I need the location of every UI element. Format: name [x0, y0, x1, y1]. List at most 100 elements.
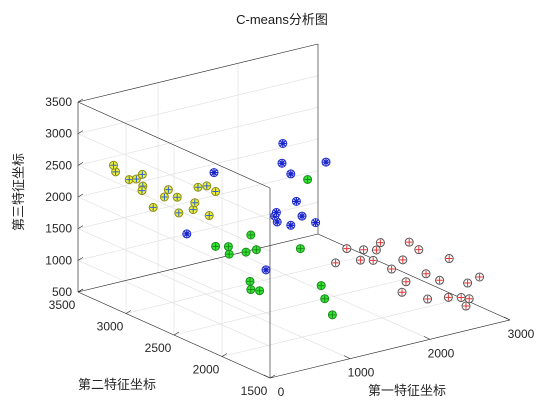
- y-tick-mark: [221, 353, 228, 357]
- red-circle-plus-point: [387, 264, 397, 274]
- green-circle-plus-point: [320, 294, 330, 304]
- green-circle-plus-point: [211, 241, 221, 251]
- x-tick-mark: [343, 355, 351, 359]
- grid-line: [125, 255, 367, 314]
- grid-line: [77, 202, 319, 261]
- blue-circle-asterisk-point: [297, 211, 307, 221]
- grid-layer: [77, 43, 511, 379]
- z-tick-label: 500: [52, 285, 72, 299]
- yellow-circle-plus-point: [193, 182, 203, 192]
- yellow-circle-plus-point: [163, 185, 173, 195]
- red-circle-plus-point: [443, 292, 453, 302]
- box-edge: [77, 101, 271, 189]
- yellow-circle-plus-point: [111, 167, 121, 177]
- yellow-circle-plus-point: [202, 181, 212, 191]
- green-circle-plus-point: [295, 244, 305, 254]
- z-tick-mark: [77, 193, 84, 198]
- y-tick-label: 1500: [241, 384, 268, 398]
- z-tick-mark: [77, 257, 84, 261]
- grid-line: [221, 298, 463, 357]
- blue-circle-asterisk-point: [291, 196, 301, 206]
- red-circle-plus-point: [401, 277, 411, 287]
- z-tick-label: 2000: [45, 190, 72, 204]
- x-tick-label: 0: [278, 385, 285, 399]
- y-tick-label: 2000: [193, 363, 220, 377]
- yellow-circle-plus-point: [109, 160, 119, 170]
- grid-line: [173, 276, 415, 336]
- yellow-circle-plus-point: [137, 169, 147, 179]
- x-tick-label: 1000: [348, 366, 375, 380]
- blue-circle-asterisk-point: [261, 265, 271, 275]
- z-tick-label: 3500: [45, 95, 72, 109]
- z-tick-mark: [77, 225, 84, 229]
- green-circle-plus-point: [316, 281, 326, 291]
- z-tick-label: 1500: [45, 222, 72, 236]
- red-circle-plus-point: [368, 255, 378, 265]
- grid-line: [77, 260, 271, 347]
- y-tick-label: 3500: [49, 298, 76, 312]
- yellow-circle-plus-point: [211, 187, 221, 197]
- grid-line: [77, 107, 319, 166]
- red-circle-plus-point: [464, 294, 474, 304]
- z-tick-mark: [77, 288, 84, 293]
- point-layer: [109, 138, 485, 320]
- green-circle-plus-point: [246, 230, 256, 240]
- grid-line: [77, 228, 271, 315]
- x-axis-label: 第一特征坐标: [368, 384, 446, 399]
- green-circle-plus-point: [251, 245, 261, 255]
- red-circle-plus-point: [404, 237, 414, 247]
- y-tick-mark: [173, 331, 180, 336]
- red-circle-plus-point: [456, 293, 466, 303]
- y-tick-label: 2500: [145, 341, 172, 355]
- green-circle-plus-point: [303, 175, 313, 184]
- y-tick-label: 3000: [97, 320, 124, 334]
- red-circle-plus-point: [398, 255, 408, 265]
- grid-line: [77, 133, 271, 220]
- box-edge: [77, 43, 319, 103]
- red-circle-plus-point: [475, 272, 485, 282]
- y-axis-label: 第二特征坐标: [78, 378, 156, 393]
- z-tick-mark: [77, 162, 84, 166]
- chart-title: C-means分析图: [236, 12, 328, 27]
- grid-line: [77, 165, 271, 252]
- axis-layer: [77, 43, 511, 379]
- green-circle-plus-point: [245, 276, 255, 286]
- green-circle-plus-point: [223, 242, 233, 252]
- yellow-circle-plus-point: [174, 208, 184, 218]
- yellow-circle-plus-point: [131, 174, 141, 184]
- z-axis-label: 第三特征坐标: [12, 153, 27, 231]
- grid-line: [77, 138, 319, 198]
- x-axis-line: [269, 319, 511, 379]
- yellow-circle-plus-point: [204, 211, 214, 221]
- z-tick-label: 1000: [45, 253, 72, 267]
- red-circle-plus-point: [414, 245, 424, 255]
- red-circle-plus-point: [435, 275, 445, 285]
- y-tick-mark: [125, 310, 132, 314]
- red-circle-plus-point: [444, 254, 454, 264]
- red-circle-plus-point: [423, 294, 433, 304]
- green-circle-plus-point: [255, 286, 265, 296]
- blue-circle-asterisk-point: [277, 158, 287, 168]
- grid-line: [77, 75, 319, 134]
- blue-circle-asterisk-point: [182, 229, 192, 239]
- z-tick-mark: [77, 130, 84, 134]
- green-circle-plus-point: [241, 247, 251, 257]
- blue-circle-asterisk-point: [209, 168, 219, 178]
- blue-circle-asterisk-point: [321, 157, 331, 167]
- red-circle-plus-point: [463, 278, 473, 288]
- yellow-circle-plus-point: [137, 186, 147, 196]
- green-circle-plus-point: [246, 285, 256, 295]
- green-circle-plus-point: [327, 310, 337, 320]
- box-edge: [77, 233, 319, 293]
- yellow-circle-plus-point: [172, 192, 182, 202]
- yellow-circle-plus-point: [159, 192, 169, 202]
- red-circle-plus-point: [421, 269, 431, 279]
- red-circle-plus-point: [331, 258, 341, 268]
- z-tick-mark: [77, 98, 84, 103]
- x-tick-mark: [423, 336, 431, 340]
- yellow-circle-plus-point: [190, 198, 200, 208]
- blue-circle-asterisk-point: [311, 218, 321, 228]
- blue-circle-asterisk-point: [286, 220, 296, 230]
- red-circle-plus-point: [342, 244, 352, 254]
